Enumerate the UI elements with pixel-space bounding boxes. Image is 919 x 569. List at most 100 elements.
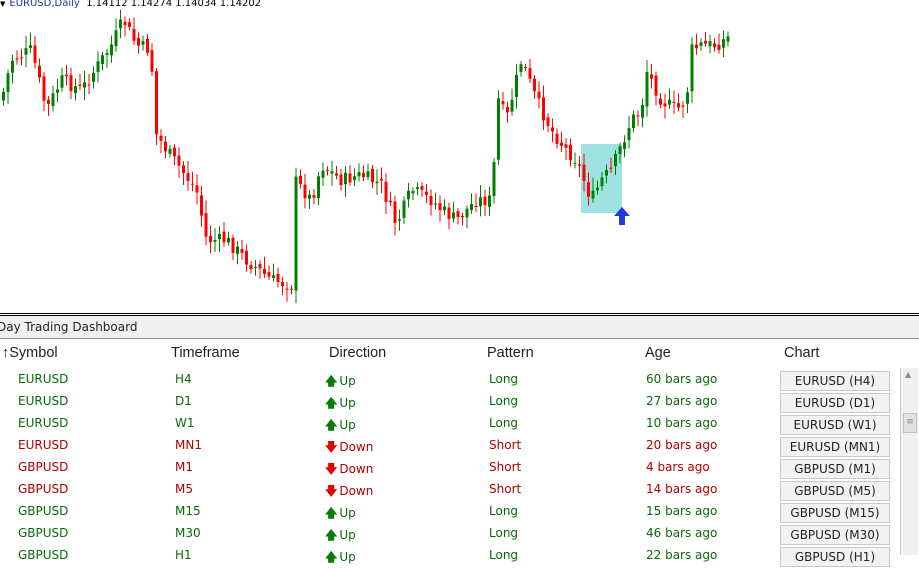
bullish-candle <box>690 44 694 92</box>
bearish-candle <box>483 196 487 206</box>
open-chart-button[interactable]: GBPUSD (H1) <box>780 547 890 567</box>
direction-cell: 🡅 Up <box>325 506 356 520</box>
bullish-candle <box>623 142 626 150</box>
arrow-up-icon: 🡅 <box>325 374 338 388</box>
open-chart-button[interactable]: EURUSD (H4) <box>780 371 890 391</box>
bullish-candle <box>321 170 325 178</box>
bearish-candle <box>15 58 19 60</box>
bearish-candle <box>456 211 460 218</box>
bullish-candle <box>600 177 604 187</box>
bearish-candle <box>555 133 559 144</box>
bearish-candle <box>533 78 536 92</box>
bullish-candle <box>722 39 725 48</box>
bearish-candle <box>717 44 721 50</box>
bullish-candle <box>294 176 298 291</box>
scroll-up-icon[interactable]: ▲ <box>905 370 912 379</box>
direction-cell: 🡅 Up <box>325 550 356 564</box>
bearish-candle <box>551 127 554 132</box>
bullish-candle <box>2 91 5 101</box>
bullish-candle <box>596 187 599 191</box>
divider <box>0 315 919 316</box>
bullish-candle <box>492 162 496 197</box>
bullish-candle <box>105 52 109 55</box>
column-header-direction[interactable]: Direction <box>329 345 387 361</box>
bullish-candle <box>24 48 28 55</box>
arrow-up-icon: 🡅 <box>325 418 338 432</box>
bearish-candle <box>128 22 131 27</box>
column-header-chart[interactable]: Chart <box>784 345 820 361</box>
bearish-candle <box>560 142 563 146</box>
open-chart-button[interactable]: GBPUSD (M15) <box>780 503 890 523</box>
bearish-candle <box>542 97 545 121</box>
bearish-candle <box>281 282 284 287</box>
bearish-candle <box>713 43 716 48</box>
bearish-candle <box>303 184 307 199</box>
scroll-thumb[interactable]: ≡ <box>903 413 917 433</box>
bearish-candle <box>191 183 194 185</box>
bearish-candle <box>173 147 176 157</box>
bullish-candle <box>668 99 671 105</box>
bearish-candle <box>393 201 397 223</box>
age-cell: 15 bars ago <box>646 504 718 518</box>
pattern-cell: Long <box>489 394 519 408</box>
bullish-candle <box>344 172 347 185</box>
bearish-candle <box>362 172 365 178</box>
timeframe-cell: H4 <box>175 372 192 386</box>
bullish-candle <box>618 146 622 155</box>
bearish-candle <box>245 250 248 265</box>
buy-signal-arrow-icon <box>614 207 630 225</box>
bullish-candle <box>699 42 703 47</box>
bullish-candle <box>686 92 689 104</box>
bearish-candle <box>47 99 50 104</box>
bullish-candle <box>375 181 379 184</box>
direction-cell: 🡅 Up <box>325 528 356 542</box>
chart-symbol: EURUSD,Daily <box>9 0 80 9</box>
dashboard-title: Day Trading Dashboard <box>0 316 919 339</box>
bearish-candle <box>564 144 568 148</box>
column-header-pattern[interactable]: Pattern <box>487 345 534 361</box>
bullish-candle <box>641 104 644 118</box>
bullish-candle <box>443 206 446 211</box>
bearish-candle <box>159 135 163 141</box>
symbol-cell: GBPUSD <box>18 548 69 562</box>
age-cell: 22 bars ago <box>646 548 718 562</box>
open-chart-button[interactable]: EURUSD (MN1) <box>780 437 890 457</box>
column-header-age[interactable]: Age <box>645 345 671 361</box>
age-cell: 14 bars ago <box>646 482 718 496</box>
bearish-candle <box>42 76 46 101</box>
bearish-candle <box>20 57 23 59</box>
open-chart-button[interactable]: EURUSD (D1) <box>780 393 890 413</box>
bullish-candle <box>434 203 437 205</box>
column-header-timeframe[interactable]: Timeframe <box>171 345 240 361</box>
open-chart-button[interactable]: GBPUSD (M5) <box>780 481 890 501</box>
open-chart-button[interactable]: GBPUSD (M1) <box>780 459 890 479</box>
bearish-candle <box>87 84 91 86</box>
bearish-candle <box>267 272 271 277</box>
vertical-scrollbar[interactable]: ▲ ≡ <box>900 368 918 555</box>
arrow-up-icon: 🡅 <box>325 506 338 520</box>
pattern-cell: Long <box>489 416 519 430</box>
bearish-candle <box>704 40 707 44</box>
bearish-candle <box>209 236 212 243</box>
dropdown-triangle-icon[interactable]: ▼ <box>0 0 6 8</box>
symbol-cell: EURUSD <box>18 394 69 408</box>
bullish-candle <box>330 171 334 174</box>
bearish-candle <box>195 185 199 193</box>
bearish-candle <box>263 268 266 274</box>
open-chart-button[interactable]: GBPUSD (M30) <box>780 525 890 545</box>
bullish-candle <box>402 200 406 218</box>
direction-cell: 🡇 Down <box>325 484 374 498</box>
bearish-candle <box>506 106 509 113</box>
bearish-candle <box>659 98 662 105</box>
pattern-cell: Short <box>489 482 522 496</box>
open-chart-button[interactable]: EURUSD (W1) <box>780 415 890 435</box>
bullish-candle <box>407 190 410 200</box>
column-header-symbol[interactable]: ↑Symbol <box>2 345 58 361</box>
bearish-candle <box>348 173 352 183</box>
bearish-candle <box>474 205 478 208</box>
bullish-candle <box>519 64 523 72</box>
bearish-candle <box>299 175 302 184</box>
bearish-candle <box>69 75 73 92</box>
price-chart[interactable] <box>0 0 919 312</box>
bullish-candle <box>51 93 55 107</box>
